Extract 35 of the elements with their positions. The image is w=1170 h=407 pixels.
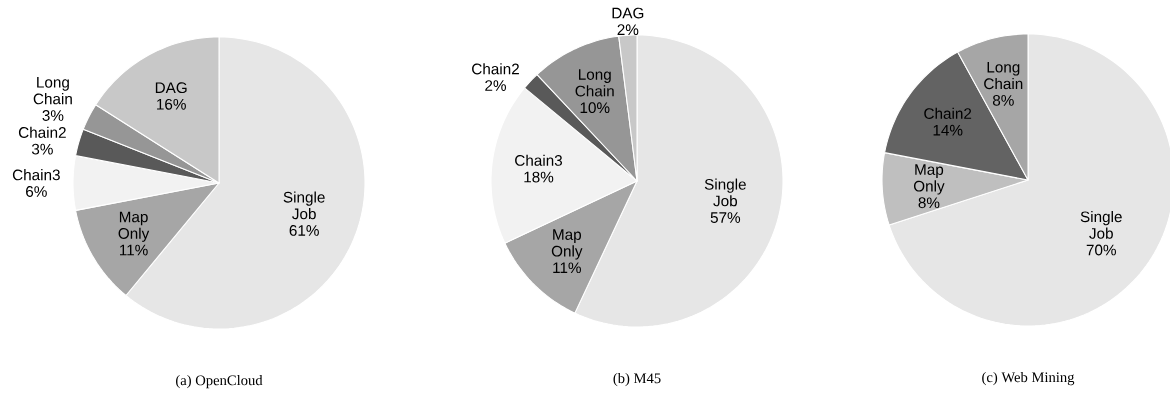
slice-label: Chain3 xyxy=(515,154,563,166)
data-label: 18% xyxy=(524,171,554,183)
data-label: 3% xyxy=(31,143,53,155)
slice-label: Single Job xyxy=(1080,210,1122,239)
data-label: 61% xyxy=(289,225,319,236)
slice-label: Long Chain xyxy=(33,77,72,105)
text: (b) M45 xyxy=(613,372,661,387)
slice-label: DAG xyxy=(155,82,187,94)
data-label: 2% xyxy=(485,80,506,91)
data-label: 2% xyxy=(617,24,639,36)
data-label: 6% xyxy=(26,186,47,197)
data-label: 57% xyxy=(710,212,741,223)
slice-label: Long Chain xyxy=(575,69,614,97)
slice-label: Chain2 xyxy=(924,107,972,119)
data-label: 70% xyxy=(1086,244,1116,256)
slice-label: Chain3 xyxy=(12,169,60,181)
data-label: 3% xyxy=(42,110,64,121)
data-label: 11% xyxy=(119,244,148,256)
slice-label: DAG xyxy=(612,7,644,19)
data-label: 16% xyxy=(157,98,186,110)
text: (c) Web Mining xyxy=(982,371,1075,386)
data-label: 8% xyxy=(918,197,940,209)
text: (a) OpenCloud xyxy=(176,374,263,389)
slice-label: Map Only xyxy=(913,164,945,195)
slice-label: Single Job xyxy=(283,191,325,220)
slice-label: Map Only xyxy=(551,229,583,260)
data-label: 11% xyxy=(553,262,581,274)
slice-label: Chain2 xyxy=(18,126,66,138)
data-label: 10% xyxy=(580,102,610,114)
data-label: 8% xyxy=(992,94,1014,106)
slice-label: Long Chain xyxy=(984,61,1023,90)
slice-label: Single Job xyxy=(704,178,746,207)
slice-label: Chain2 xyxy=(472,63,519,75)
slice-label: Map Only xyxy=(118,211,150,242)
data-label: 14% xyxy=(933,124,963,136)
